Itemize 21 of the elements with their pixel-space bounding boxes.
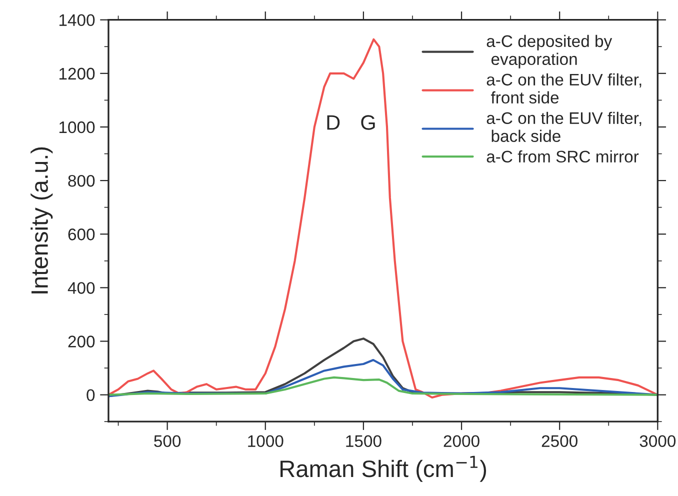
- annotation: D: [327, 115, 340, 130]
- y-axis-title: Intensity (a.u.): [30, 147, 53, 294]
- line-series: [108, 358, 658, 398]
- y-tick-label: 1200: [59, 68, 95, 80]
- y-tick-label: 800: [68, 174, 95, 187]
- x-tick-label: 500: [154, 435, 181, 448]
- y-tick-label: 0: [86, 389, 95, 402]
- y-tick-label: 400: [68, 282, 95, 294]
- x-tick-label: 2000: [444, 435, 480, 448]
- y-tick-label: 200: [68, 336, 95, 348]
- x-tick-label: 2500: [542, 435, 578, 448]
- legend-label: a-C from SRC mirror: [486, 150, 639, 163]
- line-series: [108, 376, 658, 396]
- x-tick-label: 1500: [346, 435, 382, 448]
- x-tick-label: 1000: [248, 435, 284, 448]
- y-tick-label: 1400: [59, 14, 95, 26]
- x-tick-label: 3000: [640, 435, 676, 448]
- y-tick-label: 1000: [59, 121, 95, 134]
- annotation: G: [361, 115, 375, 130]
- x-axis-title: Raman Shift (cm$^{−1}$): [280, 456, 486, 482]
- y-tick-label: 600: [68, 228, 95, 240]
